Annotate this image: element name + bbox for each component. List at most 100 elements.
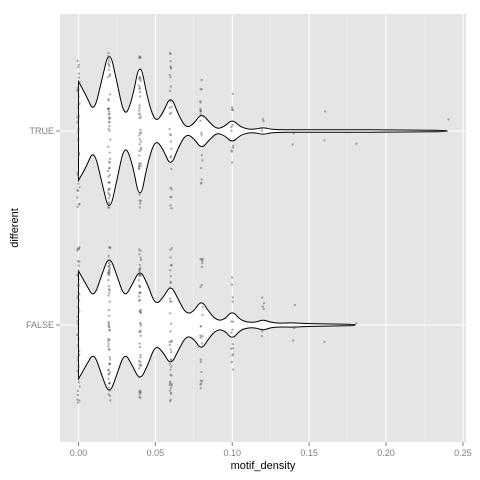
data-point <box>170 384 173 387</box>
data-point <box>76 89 79 93</box>
data-point <box>77 152 81 156</box>
data-point <box>107 322 110 325</box>
data-point <box>230 150 234 153</box>
data-point <box>199 325 202 328</box>
data-point <box>169 348 172 351</box>
data-point <box>107 98 110 101</box>
data-point <box>200 283 204 287</box>
data-point <box>139 308 143 312</box>
data-point <box>230 106 234 109</box>
x-tick-label: 0.10 <box>223 448 241 458</box>
data-point <box>231 354 234 357</box>
data-point <box>76 249 79 252</box>
data-point <box>76 319 80 323</box>
data-point <box>201 313 204 317</box>
data-point <box>108 73 112 76</box>
data-point <box>108 129 111 132</box>
data-point <box>138 149 141 153</box>
x-tick-label: 0.15 <box>300 448 318 458</box>
data-point <box>231 161 234 164</box>
data-point <box>138 88 141 91</box>
x-axis-ticks: 0.00 0.05 0.10 0.15 0.20 0.25 <box>70 442 472 458</box>
data-point <box>107 206 110 209</box>
data-point <box>76 274 79 277</box>
violins <box>78 56 449 391</box>
data-point <box>169 358 172 362</box>
data-point <box>108 372 111 376</box>
y-axis-title: different <box>9 208 21 248</box>
data-point <box>107 368 110 371</box>
data-point <box>108 117 111 121</box>
data-point <box>139 360 142 364</box>
data-point <box>109 246 112 249</box>
data-point <box>107 271 110 274</box>
data-point <box>107 113 110 116</box>
data-point <box>138 86 141 90</box>
data-point <box>200 131 203 135</box>
data-point <box>108 112 111 116</box>
data-point <box>170 322 173 325</box>
data-point <box>169 186 172 189</box>
data-point <box>138 274 141 278</box>
data-point <box>200 78 203 82</box>
data-point <box>170 264 173 267</box>
data-point <box>107 107 110 110</box>
data-point <box>138 138 142 141</box>
data-point <box>78 260 81 263</box>
data-point <box>169 154 173 158</box>
data-point <box>323 340 326 344</box>
data-point <box>78 102 81 105</box>
data-point <box>107 175 110 178</box>
data-point <box>76 315 79 318</box>
data-point <box>201 334 204 338</box>
data-point <box>231 328 234 331</box>
data-point <box>230 129 233 132</box>
data-point <box>200 342 204 345</box>
data-point <box>78 310 81 313</box>
data-point <box>137 167 141 170</box>
data-point <box>169 67 173 70</box>
data-point <box>138 154 141 157</box>
data-point <box>107 128 110 131</box>
data-point <box>230 320 233 323</box>
data-point <box>108 161 111 164</box>
data-point <box>169 280 172 284</box>
data-point <box>139 56 142 59</box>
data-point <box>76 306 80 309</box>
data-point <box>76 355 80 358</box>
data-point <box>168 389 172 392</box>
data-point <box>107 368 110 372</box>
data-point <box>199 257 202 261</box>
data-point <box>77 292 81 295</box>
data-point <box>77 299 81 302</box>
data-point <box>108 289 112 292</box>
data-point <box>170 247 173 250</box>
data-point <box>139 391 142 394</box>
data-point <box>169 269 172 272</box>
data-point <box>77 369 80 372</box>
data-point <box>169 89 172 93</box>
data-point <box>78 399 81 402</box>
data-point <box>107 189 110 192</box>
data-point <box>108 355 111 359</box>
data-point <box>139 116 142 119</box>
data-point <box>138 389 141 392</box>
data-point <box>138 90 142 94</box>
data-point <box>137 248 141 251</box>
data-point <box>139 330 142 333</box>
data-point <box>77 278 81 281</box>
data-point <box>138 167 141 170</box>
data-point <box>138 162 141 165</box>
data-point <box>76 86 79 90</box>
data-point <box>107 342 110 345</box>
data-point <box>201 262 204 265</box>
data-point <box>107 284 111 288</box>
data-point <box>107 110 111 114</box>
data-point <box>200 133 203 136</box>
data-point <box>230 347 233 350</box>
data-point <box>77 151 81 155</box>
data-point <box>108 389 111 392</box>
data-point <box>169 195 172 199</box>
data-point <box>230 125 233 129</box>
data-point <box>107 99 110 102</box>
